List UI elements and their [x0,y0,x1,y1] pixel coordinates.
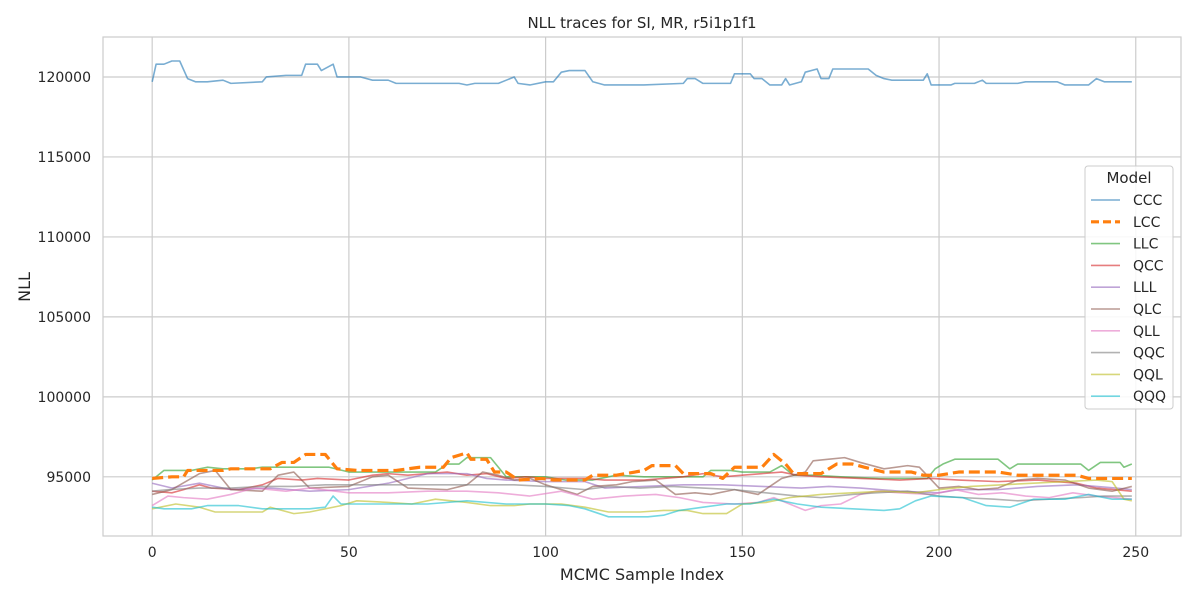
y-tick-label: 105000 [38,310,91,326]
series-line-qcc [152,471,1132,494]
legend: Model CCC LCC LLC QCC LLL QLC QLL QQC QQL QQQ [1084,165,1174,410]
legend-label-qql: QQL [1133,367,1163,383]
legend-label-ccc: CCC [1133,193,1163,209]
legend-label-lll: LLL [1133,280,1157,296]
legend-title: Model [1106,169,1151,187]
legend-box [1084,165,1174,410]
y-tick-label: 120000 [38,70,91,86]
x-axis-ticks: 0 50 100 150 200 250 [148,545,1149,561]
x-tick-label: 150 [729,545,756,561]
x-tick-label: 50 [340,545,358,561]
legend-label-lcc: LCC [1133,215,1161,231]
y-tick-label: 115000 [38,150,91,166]
series-line-lcc [152,451,1132,482]
series-line-qll [151,487,1132,512]
y-axis-label: NLL [15,272,34,302]
x-tick-label: 100 [532,545,559,561]
series-line-ccc [151,60,1132,86]
series-line-qqq [152,493,1132,518]
legend-label-qcc: QCC [1133,258,1164,274]
y-tick-label: 95000 [46,470,91,486]
series-line-qql [152,479,1132,515]
plot-area [102,36,1182,537]
series-line-qqc [152,484,1132,502]
x-axis-label: MCMC Sample Index [560,565,724,584]
x-tick-label: 250 [1122,545,1149,561]
series-layer [151,60,1133,518]
legend-items: CCC LCC LLC QCC LLL QLC QLL QQC QQL QQQ [1091,193,1166,405]
y-axis-ticks: 95000 100000 105000 110000 115000 120000 [38,70,91,486]
legend-label-qqq: QQQ [1133,389,1166,405]
legend-label-qlc: QLC [1133,302,1162,318]
legend-label-llc: LLC [1133,237,1159,253]
legend-label-qqc: QQC [1133,346,1165,362]
x-tick-label: 0 [148,545,157,561]
y-tick-label: 100000 [38,390,91,406]
chart-title: NLL traces for SI, MR, r5i1p1f1 [527,14,756,32]
x-tick-label: 200 [926,545,953,561]
legend-label-qll: QLL [1133,324,1160,340]
y-tick-label: 110000 [38,230,91,246]
